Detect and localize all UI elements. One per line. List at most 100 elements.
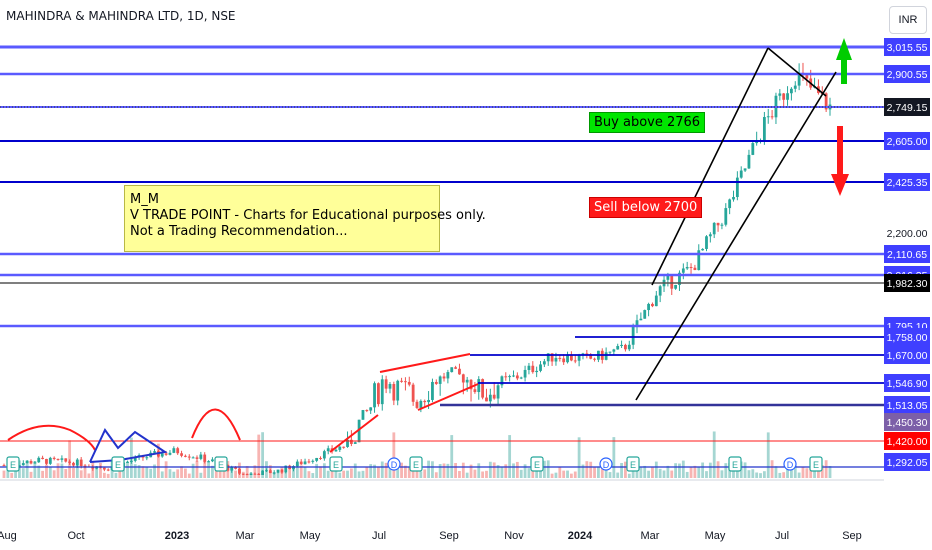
- volume-bar: [593, 466, 596, 478]
- price-label-bg: [884, 38, 930, 56]
- candle-body: [384, 379, 388, 389]
- candle-body: [79, 459, 83, 467]
- candle-body: [407, 381, 411, 385]
- volume-bar: [446, 463, 450, 478]
- candle-body: [793, 85, 797, 89]
- volume-bar: [693, 465, 697, 478]
- candle-body: [241, 473, 245, 475]
- volume-bar: [743, 462, 747, 478]
- volume-bar: [558, 467, 562, 478]
- volume-bar: [519, 469, 523, 478]
- volume-bar: [83, 464, 87, 478]
- candle-body: [790, 88, 793, 94]
- candle-body: [377, 383, 380, 405]
- volume-bar: [407, 467, 411, 478]
- volume-bar: [450, 435, 454, 478]
- currency-button[interactable]: INR: [889, 6, 927, 34]
- volume-bar: [276, 472, 280, 478]
- volume-bar: [546, 460, 550, 478]
- earnings-marker: E: [6, 456, 20, 472]
- candle-body: [434, 381, 438, 384]
- dividend-marker: D: [387, 457, 401, 471]
- trend-line-3: [417, 383, 479, 411]
- candle-body: [180, 453, 183, 456]
- price-label: 1,292.05: [887, 457, 928, 469]
- volume-bar: [153, 464, 156, 478]
- volume-bar: [793, 465, 797, 478]
- candle-body: [612, 349, 616, 352]
- candle-body: [37, 457, 41, 463]
- volume-bar: [751, 469, 755, 478]
- earnings-marker: E: [728, 456, 742, 472]
- volume-bar: [566, 470, 569, 478]
- svg-text:E: E: [630, 460, 636, 470]
- volume-bar: [195, 460, 199, 478]
- candle-body: [681, 268, 685, 273]
- candle-body: [25, 461, 29, 464]
- volume-bar: [388, 461, 392, 478]
- candle-body: [238, 468, 241, 474]
- volume-bar: [6, 465, 10, 478]
- candle-body: [160, 453, 164, 457]
- price-label-bg: [884, 98, 930, 116]
- volume-bar: [56, 463, 60, 478]
- volume-bar: [654, 461, 658, 478]
- svg-text:E: E: [534, 460, 540, 470]
- volume-bar: [562, 470, 566, 478]
- volume-bar: [234, 470, 237, 478]
- volume-bar: [735, 466, 739, 478]
- candle-body: [245, 474, 249, 476]
- volume-bar: [284, 472, 288, 478]
- trend-line-2: [329, 414, 379, 453]
- volume-bar: [685, 471, 689, 478]
- volume-bar: [411, 470, 415, 478]
- volume-bar: [697, 467, 701, 478]
- volume-bar: [52, 470, 56, 478]
- svg-text:E: E: [218, 460, 224, 470]
- candle-body: [670, 275, 674, 289]
- candle-body: [303, 461, 307, 465]
- volume-bar: [643, 465, 647, 478]
- volume-bar: [72, 467, 75, 478]
- candle-body: [512, 375, 515, 377]
- volume-bar: [133, 464, 137, 478]
- volume-bar: [805, 468, 809, 478]
- candle-body: [33, 462, 37, 464]
- candle-body: [658, 286, 662, 296]
- candle-body: [654, 295, 658, 307]
- candle-body: [461, 374, 465, 383]
- candle-body: [639, 318, 643, 321]
- volume-bar: [218, 468, 222, 478]
- volume-bar: [95, 467, 99, 478]
- volume-bar: [172, 471, 176, 478]
- note-line: M_M: [130, 192, 159, 207]
- candle-body: [500, 376, 504, 386]
- candle-body: [249, 473, 253, 475]
- price-label: 1,758.00: [887, 332, 928, 344]
- candle-body: [693, 267, 697, 271]
- x-tick-label: Nov: [504, 530, 524, 542]
- candle-body: [234, 466, 237, 469]
- volume-bar: [759, 473, 762, 478]
- candle-body: [465, 379, 469, 383]
- candle-body: [635, 320, 639, 327]
- volume-bar: [508, 435, 512, 478]
- volume-bar: [392, 432, 396, 478]
- candle-body: [168, 452, 172, 455]
- volume-bar: [716, 461, 720, 478]
- volume-bar: [68, 440, 72, 478]
- candle-body: [442, 376, 446, 379]
- candle-body: [280, 469, 284, 473]
- volume-bar: [292, 467, 295, 478]
- svg-text:D: D: [603, 460, 610, 470]
- svg-text:D: D: [787, 460, 794, 470]
- volume-bar: [64, 468, 68, 478]
- sell-label: Sell below 2700: [589, 197, 703, 218]
- candle-body: [504, 376, 508, 378]
- x-tick-label: Oct: [67, 530, 84, 542]
- earnings-marker: E: [530, 456, 544, 472]
- volume-bar: [338, 472, 342, 478]
- x-tick-label: May: [300, 530, 321, 542]
- volume-bar: [214, 469, 218, 478]
